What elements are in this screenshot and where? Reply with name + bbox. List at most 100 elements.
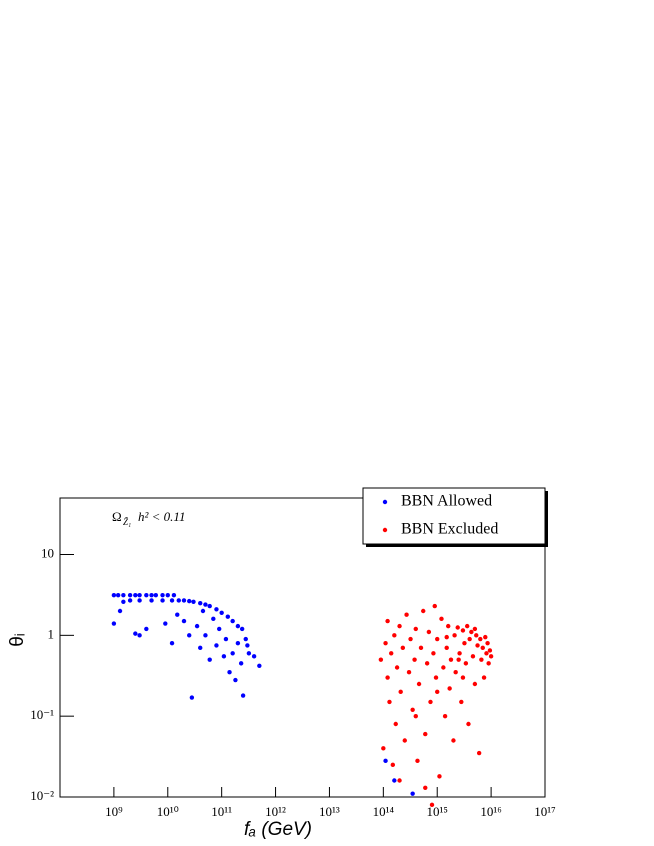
- point: [487, 648, 493, 653]
- point: [465, 623, 470, 629]
- point: [207, 657, 212, 662]
- point: [207, 603, 212, 609]
- point: [223, 636, 229, 642]
- point: [463, 661, 469, 666]
- point: [400, 645, 406, 651]
- point: [392, 778, 397, 783]
- point: [469, 629, 474, 635]
- point: [439, 616, 444, 622]
- point: [149, 598, 154, 603]
- x-tick-label: 10¹³: [319, 804, 340, 819]
- point: [149, 592, 154, 598]
- point: [457, 651, 462, 656]
- point: [246, 651, 252, 656]
- point: [233, 677, 238, 683]
- point: [117, 608, 123, 614]
- x-tick-label: 10¹⁷: [534, 804, 555, 819]
- point: [217, 626, 222, 632]
- point: [243, 636, 248, 642]
- point: [474, 633, 479, 638]
- point: [235, 640, 241, 646]
- point: [451, 738, 456, 743]
- point: [418, 645, 424, 651]
- point: [191, 599, 196, 604]
- point: [153, 592, 159, 598]
- point: [385, 675, 390, 680]
- legend-label: BBN Excluded: [401, 521, 498, 538]
- point: [240, 693, 246, 698]
- point: [416, 681, 422, 687]
- point: [442, 713, 448, 719]
- point: [111, 592, 117, 598]
- point: [163, 621, 168, 626]
- point: [397, 778, 402, 783]
- point: [459, 699, 464, 705]
- point: [392, 633, 397, 638]
- point: [389, 651, 394, 656]
- point: [481, 675, 487, 680]
- point: [444, 634, 449, 640]
- point: [383, 758, 388, 764]
- point: [227, 669, 232, 675]
- point: [460, 628, 466, 633]
- y-axis-label: θᵢ: [7, 633, 28, 647]
- point: [441, 665, 446, 670]
- point: [426, 629, 432, 635]
- point: [169, 598, 175, 603]
- point: [171, 592, 177, 598]
- point: [221, 654, 227, 659]
- point: [488, 654, 494, 659]
- point: [165, 592, 170, 598]
- point: [466, 721, 471, 727]
- plot-frame: [59, 497, 546, 798]
- point: [225, 614, 231, 619]
- point: [435, 636, 440, 642]
- point: [160, 592, 165, 598]
- point: [111, 621, 117, 626]
- point: [169, 640, 175, 646]
- point: [381, 746, 386, 751]
- point: [245, 643, 250, 648]
- point: [485, 640, 490, 646]
- point: [187, 598, 192, 604]
- point: [214, 607, 219, 612]
- point: [219, 610, 224, 616]
- point: [413, 626, 418, 632]
- point: [194, 623, 200, 629]
- point: [456, 657, 461, 662]
- point: [144, 626, 149, 632]
- point: [479, 657, 484, 662]
- point: [137, 592, 142, 598]
- point: [423, 785, 428, 790]
- point: [398, 689, 403, 695]
- point: [404, 612, 409, 617]
- point: [412, 657, 417, 662]
- x-tick-label: 10¹¹: [211, 804, 232, 819]
- point: [431, 651, 436, 656]
- point: [200, 608, 206, 614]
- point: [447, 686, 452, 691]
- point: [453, 669, 458, 675]
- x-tick-label: 10⁹: [105, 804, 123, 819]
- point: [476, 750, 482, 756]
- point: [257, 663, 262, 668]
- point: [484, 651, 489, 656]
- point: [394, 665, 400, 670]
- x-tick-label: 10¹⁶: [480, 804, 501, 819]
- series: [378, 603, 494, 808]
- point: [460, 675, 466, 680]
- y-tick-label: 10⁻¹: [30, 707, 54, 722]
- point: [238, 661, 244, 666]
- point: [189, 695, 195, 700]
- point: [413, 713, 418, 719]
- point: [387, 699, 392, 705]
- point: [137, 598, 142, 603]
- point: [239, 626, 245, 632]
- point: [230, 651, 235, 656]
- legend-marker: [382, 499, 388, 505]
- point: [421, 608, 426, 614]
- point: [429, 802, 435, 808]
- point: [214, 643, 219, 648]
- point: [187, 633, 192, 638]
